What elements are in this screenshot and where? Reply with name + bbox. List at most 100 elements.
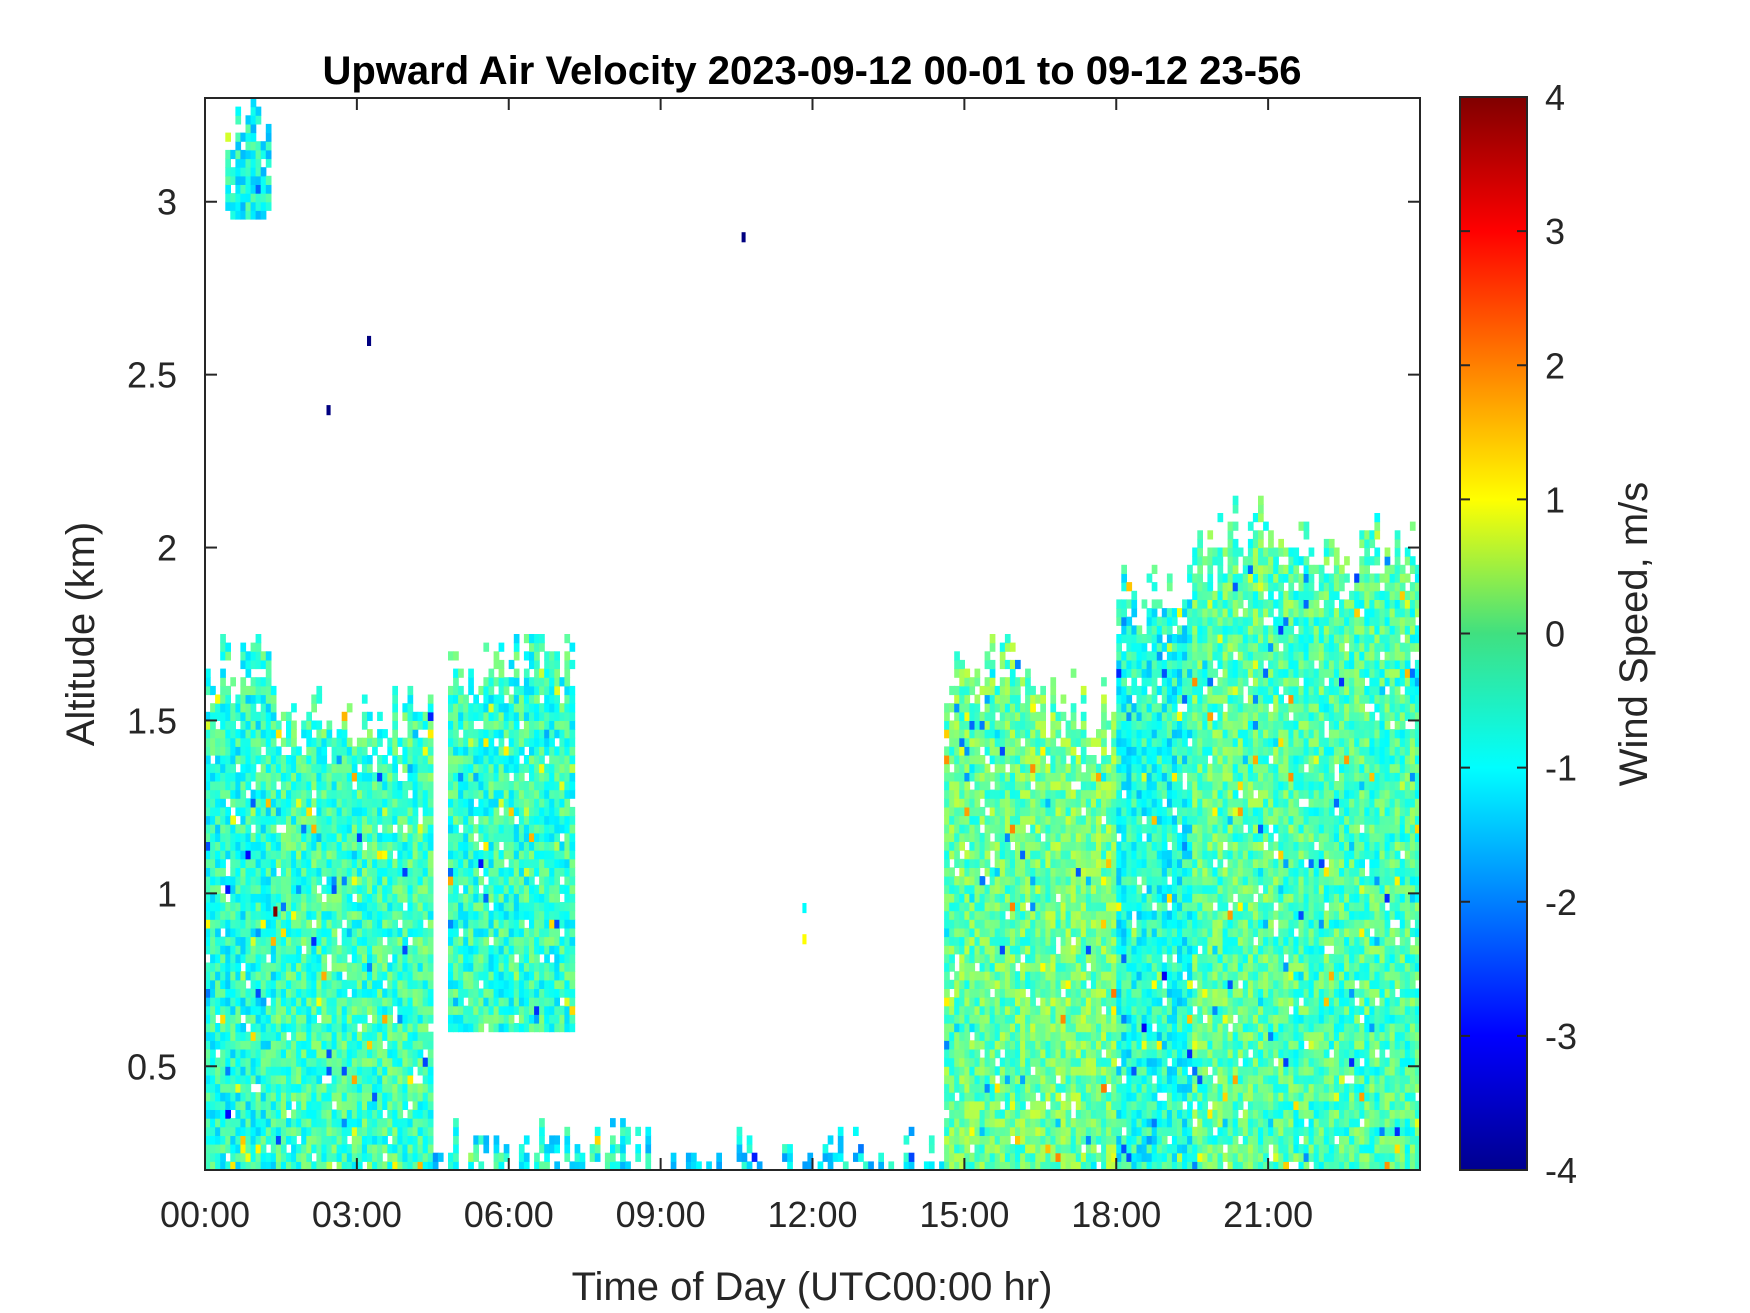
heatmap-cell bbox=[493, 953, 500, 964]
heatmap-cell bbox=[1030, 824, 1036, 834]
heatmap-cell bbox=[402, 1083, 409, 1093]
heatmap-cell bbox=[301, 1083, 307, 1093]
heatmap-cell bbox=[518, 824, 525, 834]
heatmap-cell bbox=[999, 729, 1006, 739]
heatmap-cell bbox=[994, 806, 1001, 817]
heatmap-cell bbox=[367, 1161, 373, 1170]
heatmap-cell bbox=[326, 737, 333, 747]
heatmap-cell bbox=[361, 798, 368, 808]
heatmap-cell bbox=[964, 781, 971, 791]
heatmap-cell bbox=[964, 755, 971, 765]
heatmap-cell bbox=[554, 962, 560, 972]
heatmap-cell bbox=[321, 1118, 328, 1128]
heatmap-cell bbox=[270, 876, 277, 886]
heatmap-cell bbox=[412, 1100, 419, 1110]
heatmap-cell bbox=[291, 1092, 297, 1102]
heatmap-cell bbox=[255, 867, 262, 877]
heatmap-cell bbox=[478, 703, 485, 713]
heatmap-cell bbox=[463, 772, 469, 782]
heatmap-cell bbox=[1009, 746, 1016, 756]
heatmap-cell bbox=[260, 824, 267, 834]
heatmap-cell bbox=[265, 1126, 272, 1136]
heatmap-cell bbox=[513, 703, 520, 713]
heatmap-cell bbox=[245, 659, 252, 670]
heatmap-cell bbox=[569, 1005, 576, 1015]
heatmap-cell bbox=[979, 1144, 986, 1154]
heatmap-cell bbox=[468, 668, 474, 678]
heatmap-cell bbox=[1004, 841, 1011, 851]
heatmap-cell bbox=[1040, 1049, 1046, 1059]
heatmap-cell bbox=[1025, 841, 1031, 851]
heatmap-cell bbox=[210, 876, 216, 886]
heatmap-cell bbox=[361, 1100, 368, 1110]
heatmap-cell bbox=[635, 1126, 641, 1136]
heatmap-cell bbox=[1065, 832, 1072, 842]
heatmap-cell bbox=[1025, 997, 1031, 1007]
heatmap-cell bbox=[488, 806, 495, 817]
heatmap-cell bbox=[341, 772, 348, 782]
heatmap-cell bbox=[280, 1152, 287, 1162]
heatmap-cell bbox=[372, 927, 378, 938]
heatmap-cell bbox=[1050, 815, 1057, 825]
heatmap-cell bbox=[453, 876, 459, 886]
heatmap-cell bbox=[235, 850, 242, 860]
heatmap-cell bbox=[291, 1014, 297, 1024]
heatmap-cell bbox=[1055, 1083, 1062, 1093]
heatmap-cell bbox=[959, 1126, 965, 1136]
heatmap-cell bbox=[984, 1049, 991, 1059]
heatmap-cell bbox=[270, 1092, 277, 1102]
heatmap-cell bbox=[1004, 737, 1011, 747]
heatmap-cell bbox=[422, 755, 429, 765]
heatmap-cell bbox=[407, 1074, 414, 1085]
heatmap-cell bbox=[1065, 1049, 1072, 1059]
heatmap-cell bbox=[1070, 729, 1077, 739]
heatmap-cell bbox=[453, 703, 459, 713]
heatmap-cell bbox=[275, 936, 282, 946]
heatmap-cell bbox=[989, 910, 996, 920]
heatmap-cell bbox=[448, 971, 454, 981]
heatmap-cell bbox=[1075, 1005, 1082, 1015]
heatmap-cell bbox=[291, 971, 297, 981]
heatmap-cell bbox=[422, 902, 429, 912]
heatmap-cell bbox=[215, 824, 221, 834]
heatmap-cell bbox=[944, 1057, 950, 1067]
heatmap-cell bbox=[245, 919, 252, 929]
heatmap-cell bbox=[994, 1161, 1001, 1170]
heatmap-cell bbox=[286, 867, 292, 877]
heatmap-cell bbox=[210, 988, 216, 998]
heatmap-cell bbox=[250, 210, 257, 220]
heatmap-cell bbox=[508, 962, 515, 972]
heatmap-cell bbox=[412, 1057, 419, 1067]
heatmap-cell bbox=[326, 772, 333, 782]
heatmap-cell bbox=[235, 1031, 242, 1041]
heatmap-cell bbox=[220, 945, 226, 955]
heatmap-cell bbox=[205, 876, 211, 886]
heatmap-cell bbox=[336, 1135, 343, 1145]
heatmap-cell bbox=[326, 1066, 333, 1076]
heatmap-cell bbox=[559, 902, 566, 912]
heatmap-cell bbox=[250, 711, 257, 721]
heatmap-cell bbox=[367, 988, 373, 998]
heatmap-cell bbox=[539, 841, 545, 851]
heatmap-cell bbox=[1015, 659, 1021, 670]
heatmap-cell bbox=[387, 1100, 393, 1110]
heatmap-cell bbox=[1040, 1040, 1046, 1050]
heatmap-cell bbox=[999, 1126, 1006, 1136]
heatmap-cell bbox=[503, 979, 510, 989]
heatmap-cell bbox=[225, 927, 231, 938]
heatmap-cell bbox=[372, 789, 378, 799]
heatmap-cell bbox=[382, 1023, 388, 1033]
heatmap-cell bbox=[291, 729, 297, 739]
heatmap-cell bbox=[994, 1049, 1001, 1059]
heatmap-cell bbox=[412, 763, 419, 773]
heatmap-cell bbox=[336, 815, 343, 825]
heatmap-cell bbox=[387, 988, 393, 998]
heatmap-cell bbox=[417, 858, 424, 868]
heatmap-cell bbox=[255, 210, 262, 220]
heatmap-cell bbox=[1055, 876, 1062, 886]
heatmap-cell bbox=[225, 1031, 231, 1041]
heatmap-cell bbox=[539, 936, 545, 946]
heatmap-cell bbox=[1040, 893, 1046, 903]
heatmap-cell bbox=[296, 997, 302, 1007]
heatmap-cell bbox=[564, 737, 571, 747]
